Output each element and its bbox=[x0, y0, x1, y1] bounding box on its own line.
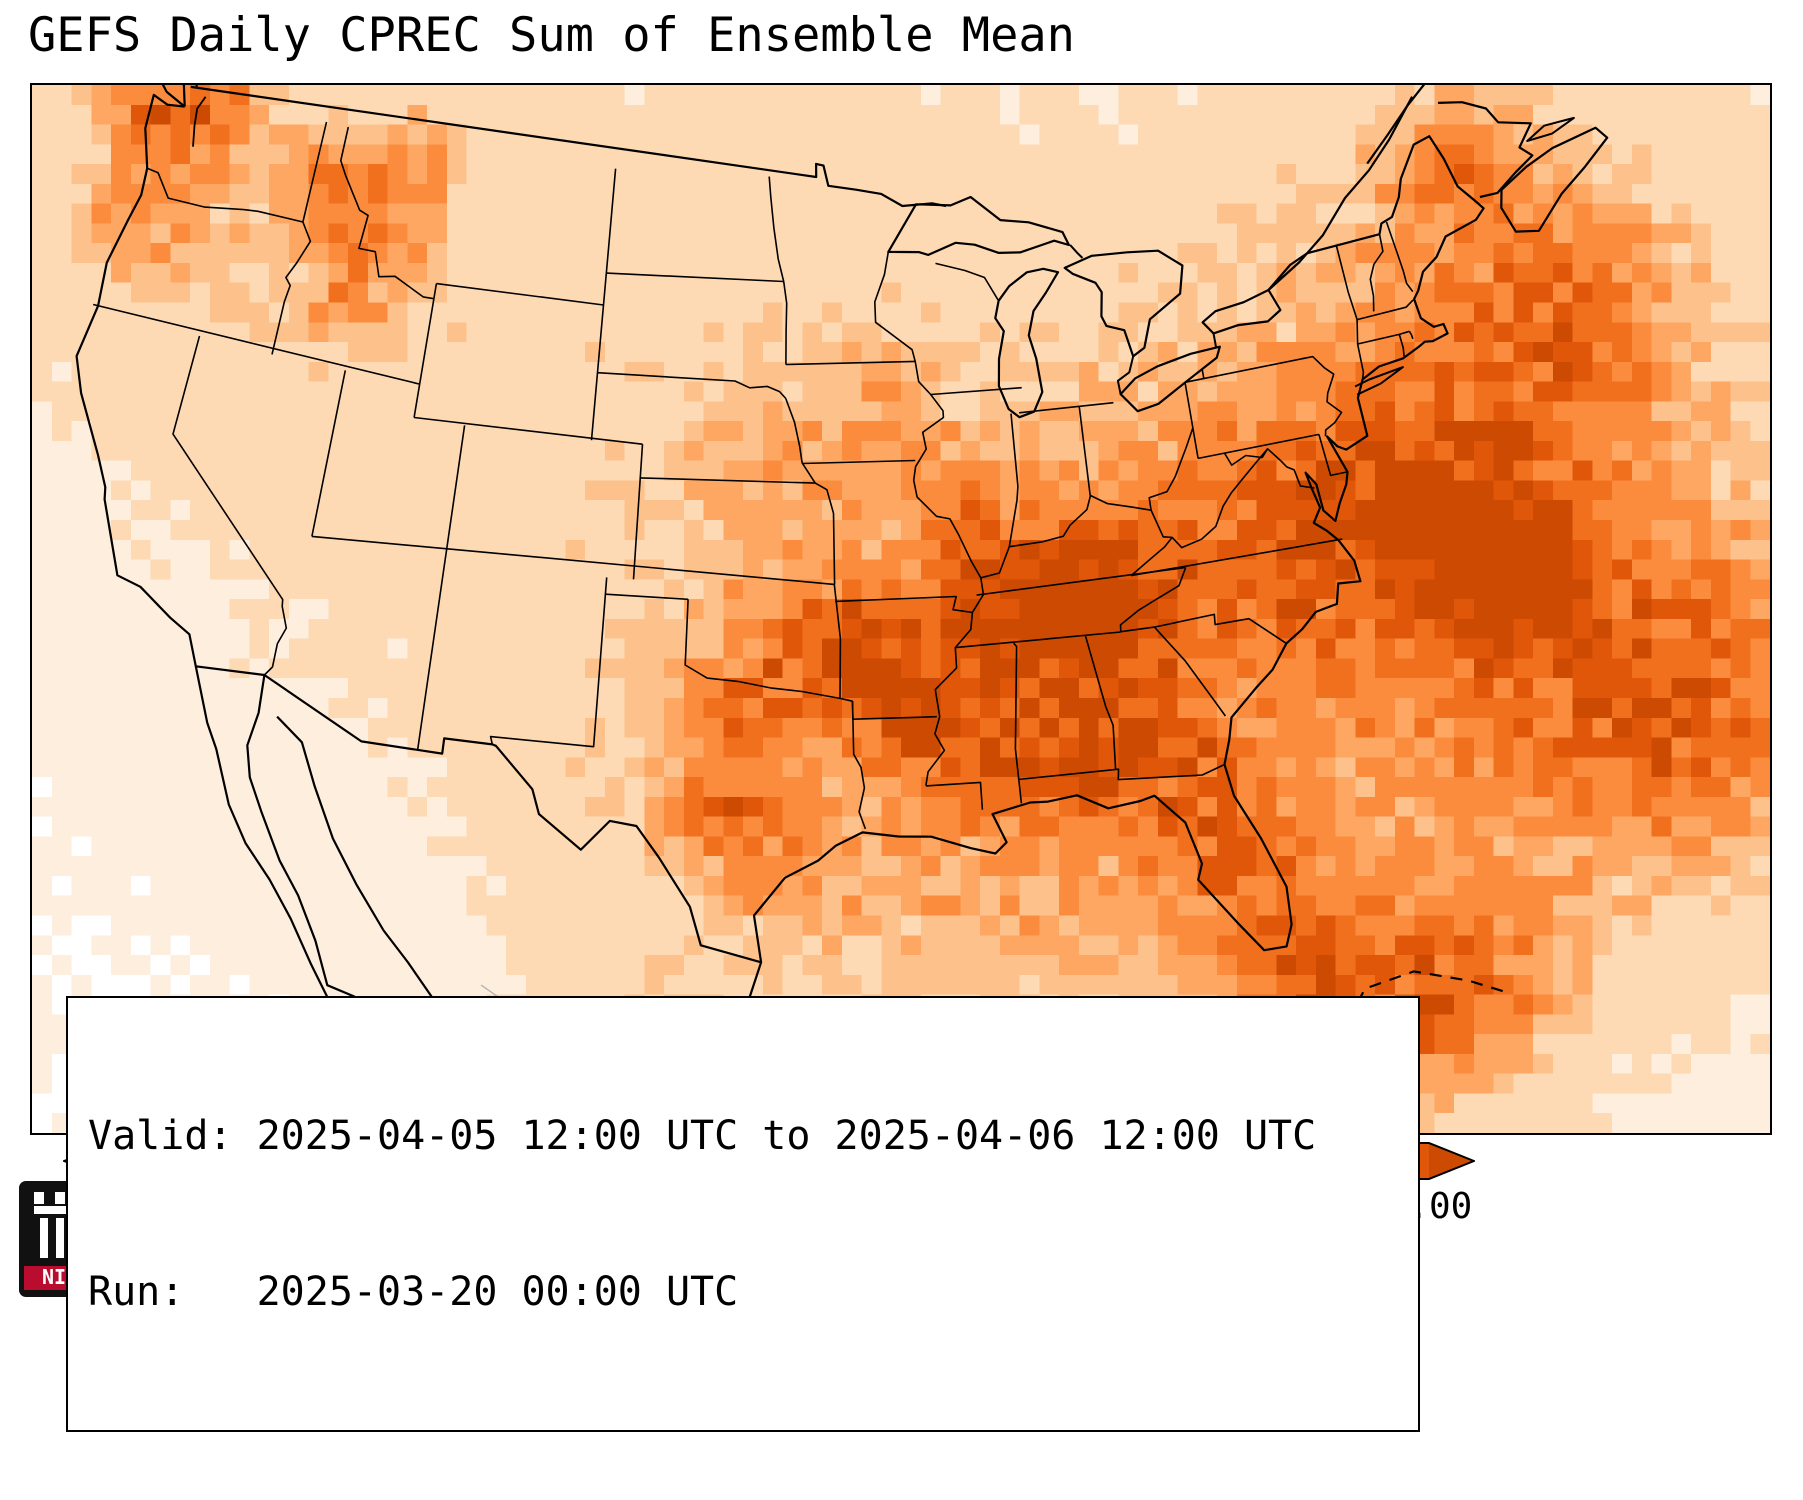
map-panel: Valid: 2025-04-05 12:00 UTC to 2025-04-0… bbox=[30, 83, 1772, 1432]
valid-line: Valid: 2025-04-05 12:00 UTC to 2025-04-0… bbox=[88, 1113, 1317, 1159]
run-line: Run: 2025-03-20 00:00 UTC bbox=[88, 1269, 739, 1315]
precipitation-heatmap bbox=[32, 85, 1770, 1133]
figure-title: GEFS Daily CPREC Sum of Ensemble Mean bbox=[28, 8, 1075, 63]
valid-run-infobox: Valid: 2025-04-05 12:00 UTC to 2025-04-0… bbox=[66, 996, 1420, 1432]
